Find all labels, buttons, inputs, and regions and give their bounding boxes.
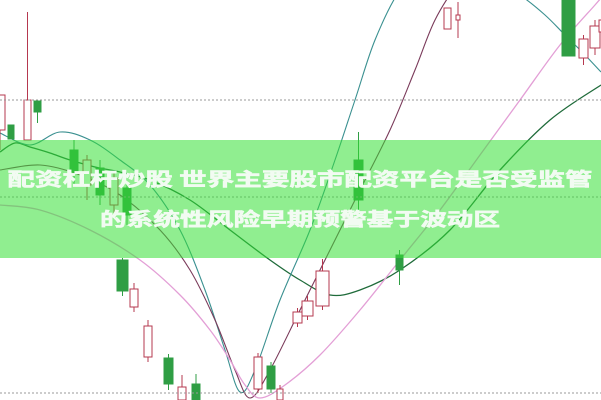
- svg-text:的系统性风险早期预警基于波动区: 的系统性风险早期预警基于波动区: [100, 205, 500, 232]
- svg-text:配资杠杆炒股 世界主要股市配资平台是否受监管: 配资杠杆炒股 世界主要股市配资平台是否受监管: [8, 165, 593, 192]
